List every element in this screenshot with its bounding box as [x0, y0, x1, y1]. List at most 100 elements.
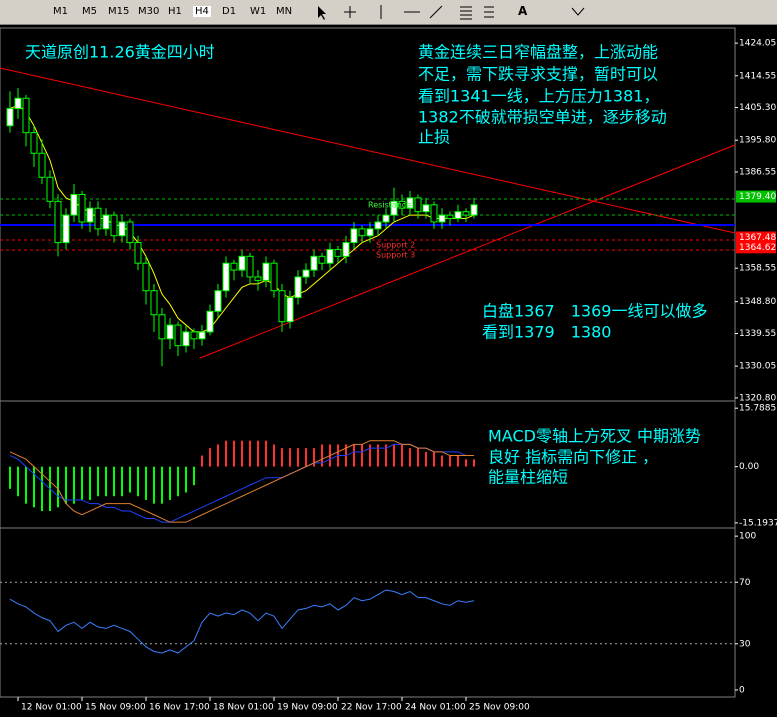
object-label: Support 3 — [376, 251, 415, 260]
candle-body — [230, 262, 238, 271]
candle-body — [254, 276, 262, 281]
x-tick-label: 24 Nov 01:00 — [405, 703, 466, 713]
candle-body — [214, 290, 222, 312]
candle-body — [350, 228, 358, 244]
tf-button[interactable]: MN — [276, 6, 293, 17]
y-tick-label: 15.7885 — [739, 404, 776, 414]
chart-title: 天道原创11.26黄金四小时 — [25, 43, 215, 62]
candle-body — [86, 207, 94, 223]
candle-body — [54, 200, 62, 244]
x-tick-label: 12 Nov 01:00 — [21, 703, 82, 713]
y-tick-label: 1320.80 — [739, 393, 776, 403]
candle-body — [366, 228, 374, 237]
tf-button[interactable]: M1 — [53, 6, 68, 17]
x-tick-label: 19 Nov 09:00 — [277, 703, 338, 713]
annotation: 良好 指标需向下修正 ， — [488, 448, 658, 467]
trend-line — [199, 144, 736, 359]
candle-body — [78, 193, 86, 223]
y-tick-label: 0 — [739, 685, 745, 695]
candle-body — [206, 310, 214, 333]
y-tick-label: -15.1937 — [739, 518, 777, 528]
candle-body — [38, 152, 46, 178]
candle-body — [70, 193, 78, 216]
trend-icon[interactable] — [429, 5, 443, 19]
candle-body — [110, 214, 118, 237]
x-tick-label: 15 Nov 09:00 — [85, 703, 146, 713]
more-icon[interactable] — [571, 7, 585, 16]
candle-body — [278, 290, 286, 323]
price-tag-label: 1379.40 — [739, 192, 776, 202]
candle-body — [358, 228, 366, 237]
candle-body — [382, 214, 390, 223]
candle-body — [470, 204, 478, 216]
object-label: Resistance — [368, 201, 411, 210]
candle-body — [222, 262, 230, 292]
y-tick-label: 1348.80 — [739, 297, 776, 307]
candle-body — [398, 200, 406, 209]
candle-body — [262, 262, 270, 281]
candle-body — [414, 197, 422, 213]
tf-button[interactable]: H4 — [193, 6, 211, 17]
annotation: 看到1379 1380 — [482, 323, 611, 342]
candle-body — [430, 204, 438, 223]
candle-body — [238, 255, 246, 271]
x-tick-label: 22 Nov 17:00 — [341, 703, 402, 713]
candle-body — [46, 176, 54, 202]
y-tick-label: 1424.05 — [739, 39, 776, 49]
channel-icon[interactable] — [460, 6, 472, 20]
annotation: 黄金连续三日窄幅盘整，上涨动能 — [418, 43, 658, 62]
series-line — [9, 440, 474, 523]
candle-body — [334, 248, 342, 257]
tool-icons — [318, 5, 585, 20]
tf-button[interactable]: D1 — [222, 6, 237, 17]
annotation: 不足，需下跌寻求支撑，暂时可以 — [418, 65, 658, 84]
candle-body — [14, 97, 22, 110]
candle-body — [422, 204, 430, 213]
y-tick-label: 70 — [739, 578, 751, 588]
candle-body — [302, 269, 310, 278]
tf-button[interactable]: H1 — [168, 6, 182, 17]
annotation: 能量柱缩短 — [488, 468, 568, 487]
cursor-icon[interactable] — [318, 6, 326, 20]
candle-body — [62, 214, 70, 244]
price-tag — [736, 190, 776, 203]
candle-body — [462, 211, 470, 216]
candle-body — [246, 255, 254, 278]
candle-body — [270, 262, 278, 292]
price-tag-label: 1367.48 — [739, 233, 776, 243]
candle-body — [118, 221, 126, 237]
candle-body — [22, 97, 30, 134]
tf-button[interactable]: M5 — [82, 6, 97, 17]
candle-body — [374, 221, 382, 230]
tf-button[interactable]: W1 — [250, 6, 267, 17]
candle-body — [6, 108, 14, 127]
y-tick-label: 1395.80 — [739, 136, 776, 146]
y-tick-label: 30 — [739, 639, 751, 649]
annotation: 止损 — [418, 128, 450, 147]
tf-button[interactable]: M30 — [138, 6, 160, 17]
candle-body — [310, 255, 318, 271]
annotation: 看到1341一线，上方压力1381， — [418, 87, 659, 106]
candle-body — [454, 211, 462, 220]
annotation: 1382不破就带损空单进，逐步移动 — [418, 108, 667, 127]
frame — [0, 27, 736, 698]
crosshair-icon[interactable] — [344, 6, 356, 18]
price-tag — [736, 231, 776, 244]
fibo-icon[interactable] — [484, 6, 494, 18]
candle-body — [182, 331, 190, 347]
tf-button[interactable]: M15 — [108, 6, 130, 17]
trend-line — [0, 67, 736, 234]
candle-body — [342, 242, 350, 257]
candle-body — [406, 197, 414, 209]
toolbar: M1 M5 M15 M30 H1 H4 D1 W1 MN A — [0, 0, 777, 25]
text-tool[interactable]: A — [518, 4, 528, 18]
candle-body — [198, 331, 206, 340]
candle-body — [166, 324, 174, 340]
candle-body — [158, 314, 166, 340]
annotation: MACD零轴上方死叉 中期涨势 — [488, 427, 701, 446]
x-tick-label: 16 Nov 17:00 — [149, 703, 210, 713]
candle-body — [446, 214, 454, 220]
candle-body — [126, 221, 134, 244]
candle-body — [286, 297, 294, 323]
